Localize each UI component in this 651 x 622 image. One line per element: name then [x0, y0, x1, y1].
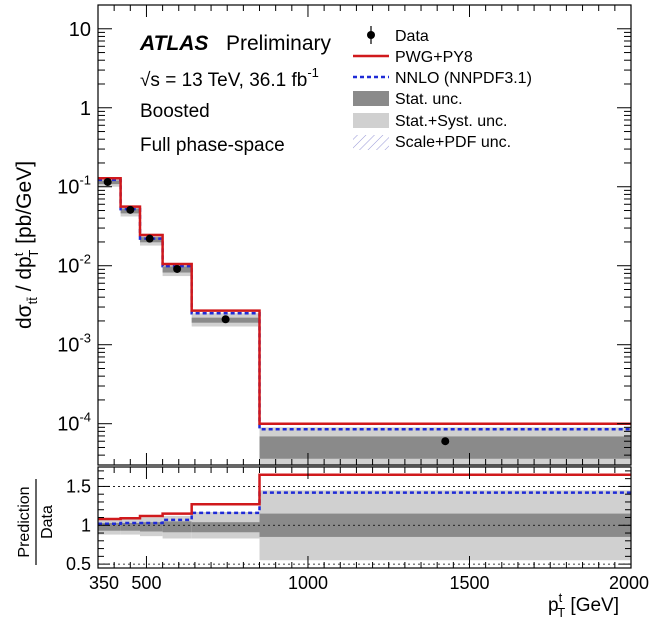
pwg-py8-line — [98, 177, 631, 425]
x-tick-labels: 350 500 1000 1500 2000 — [89, 573, 649, 593]
upper-y-tick-label: 10-4 — [57, 410, 91, 436]
data-point-5 — [441, 437, 450, 446]
legend-nnlo-label: NNLO (NNPDF3.1) — [395, 70, 532, 87]
x-axis-label: pt T [GeV] — [548, 590, 619, 620]
lower-y-tick-labels: 1.5 1 0.5 — [66, 476, 91, 574]
lower-frame — [97, 466, 632, 569]
lower-y-tick-label: 1 — [81, 515, 91, 535]
legend-syst-label: Stat.+Syst. unc. — [395, 113, 508, 130]
lower-lines — [98, 473, 631, 525]
legend-data: Data — [367, 26, 429, 45]
legend-pwg: PWG+PY8 — [353, 49, 473, 66]
data-point-2 — [145, 234, 154, 243]
legend-stat-label: Stat. unc. — [395, 91, 463, 108]
nnlo-ratio-line — [98, 491, 631, 525]
ratio-stat-band-1 — [120, 522, 140, 531]
lower-reflines — [98, 486, 631, 565]
phase-space-label: Full phase-space — [140, 135, 285, 156]
lower-y-tick-label: 0.5 — [66, 554, 91, 574]
upper-y-tick-label: 10-2 — [57, 252, 91, 278]
upper-frame — [97, 4, 632, 466]
ratio-stat-band-5 — [259, 513, 631, 537]
region-label: Boosted — [140, 101, 210, 122]
ratio-stat-band-0 — [98, 522, 121, 531]
energy-label: √s = 13 TeV, 36.1 fb-1 — [140, 65, 319, 91]
ratio-stat-band-2 — [139, 522, 163, 532]
upper-y-tick-label: 10-3 — [57, 331, 91, 357]
legend: Data PWG+PY8 NNLO (NNPDF3.1) Stat. unc. … — [353, 26, 532, 151]
x-tick-label: 350 — [89, 573, 119, 593]
lower-y-axis-label: Prediction Data — [16, 479, 56, 565]
x-tick-label: 1500 — [449, 573, 489, 593]
data-point-3 — [173, 264, 182, 273]
stat-band-5 — [259, 436, 631, 459]
legend-scale: Scale+PDF unc. — [353, 134, 511, 151]
upper-y-tick-label: 10 — [69, 19, 91, 41]
lower-y-tick-label: 1.5 — [66, 476, 91, 496]
legend-nnlo: NNLO (NNPDF3.1) — [353, 70, 532, 87]
lower-ticks — [98, 470, 631, 565]
upper-lines — [98, 177, 631, 431]
data-point-0 — [103, 177, 112, 186]
lower-y-label-top: Prediction — [16, 486, 33, 557]
legend-syst: Stat.+Syst. unc. — [353, 113, 508, 130]
legend-stat: Stat. unc. — [353, 91, 463, 108]
x-tick-label: 2000 — [609, 573, 649, 593]
lower-y-label-bottom: Data — [39, 505, 56, 539]
x-tick-label: 1000 — [288, 573, 328, 593]
upper-bands — [98, 177, 631, 468]
x-ticks — [97, 467, 632, 568]
upper-points — [103, 177, 450, 446]
lower-bands — [98, 490, 631, 561]
upper-y-tick-label: 10-1 — [57, 173, 91, 199]
upper-y-axis-label: dσtt̄ / dptT [pb/GeV] — [11, 161, 41, 329]
preliminary-label: Preliminary — [226, 32, 332, 55]
legend-pwg-label: PWG+PY8 — [395, 49, 473, 66]
legend-data-label: Data — [395, 28, 429, 45]
pwg-py8-ratio-line — [98, 473, 631, 521]
upper-y-tick-label: 1 — [80, 98, 91, 120]
nnlo-line — [98, 178, 631, 431]
ratio-stat-band-3 — [162, 521, 192, 533]
data-point-1 — [126, 205, 135, 214]
ratio-stat-band-4 — [191, 522, 260, 533]
upper-y-tick-labels: 10 1 10-1 10-2 10-3 10-4 — [57, 19, 91, 436]
data-point-4 — [221, 315, 230, 324]
atlas-label: ATLAS — [139, 32, 208, 55]
x-tick-label: 500 — [131, 573, 161, 593]
legend-scale-label: Scale+PDF unc. — [395, 134, 511, 151]
